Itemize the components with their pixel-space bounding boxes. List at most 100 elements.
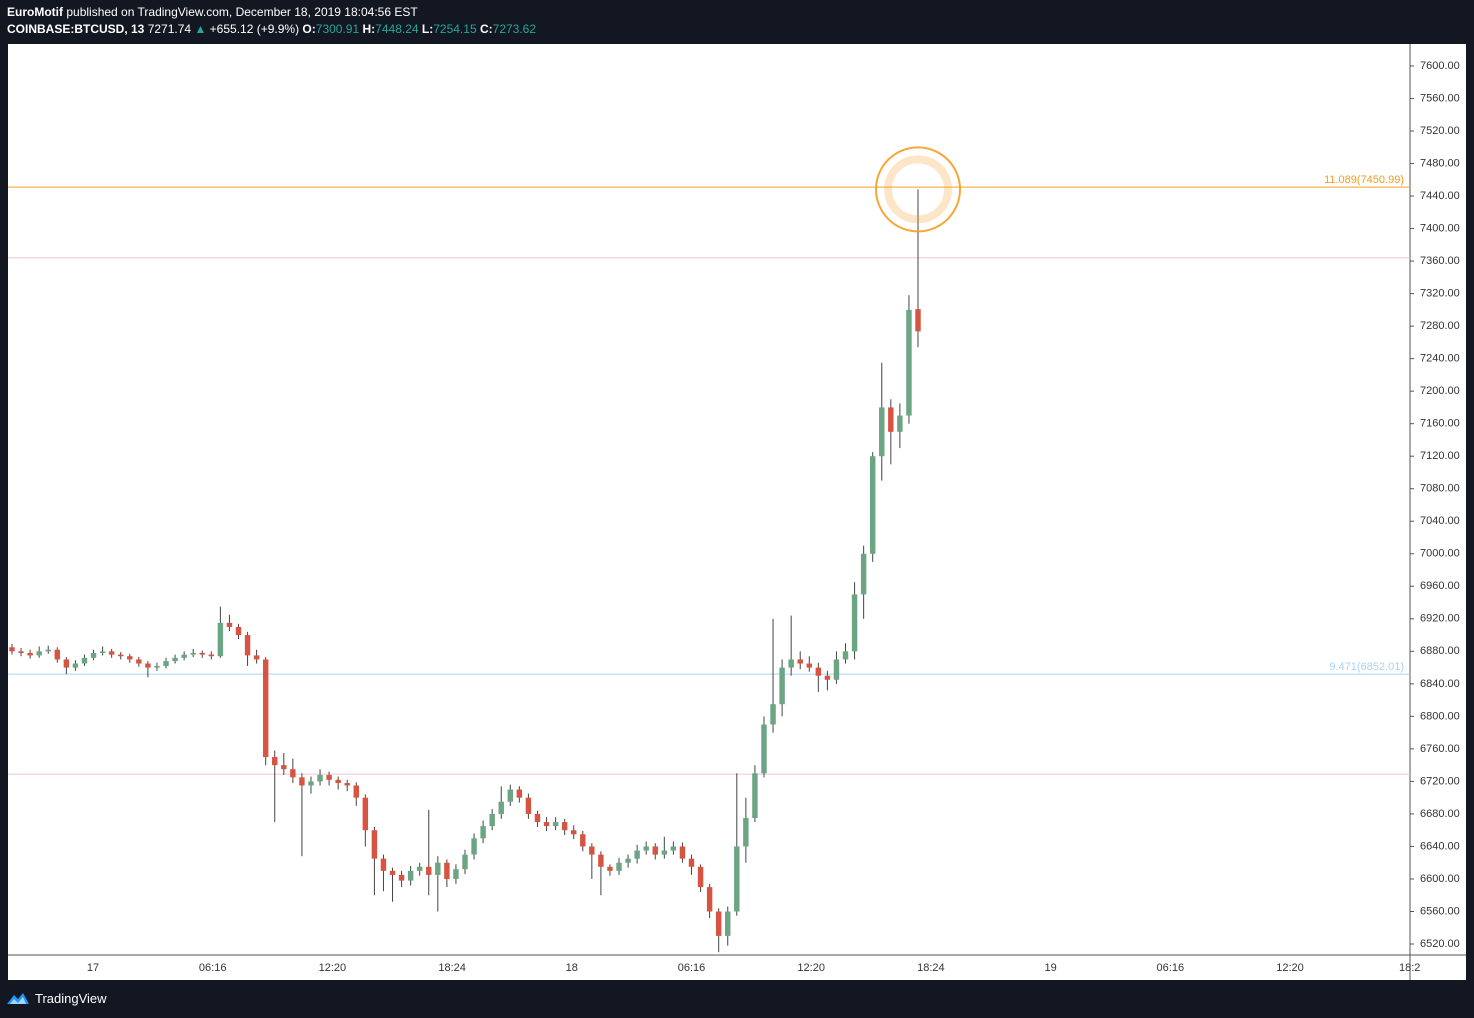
candle-body [262, 659, 269, 758]
candle-body [299, 777, 305, 786]
h-label: H: [362, 22, 376, 36]
price-axis [1410, 44, 1466, 955]
y-tick-label: 6680.00 [1420, 808, 1460, 820]
candle-body [625, 858, 631, 863]
y-tick-label: 7520.00 [1420, 125, 1460, 137]
candle-body [507, 789, 514, 802]
candle-body [36, 651, 42, 656]
x-tick-label: 18:2 [1399, 962, 1420, 974]
brand: TradingView [6, 990, 107, 1006]
candle-body [824, 675, 831, 680]
level-label: 9.471(6852.01) [1329, 661, 1404, 673]
candle-body [906, 309, 912, 416]
y-tick-label: 6760.00 [1420, 743, 1460, 755]
candle-body [308, 781, 314, 786]
candle-body [634, 850, 640, 859]
candle-body [589, 846, 595, 855]
candle-body [163, 661, 169, 666]
y-tick-label: 6920.00 [1420, 613, 1460, 625]
y-tick-label: 6880.00 [1420, 645, 1460, 657]
candle-body [208, 654, 215, 657]
candle-body [371, 830, 378, 859]
candle-body [897, 415, 903, 432]
candle-body [688, 858, 695, 867]
logo [7, 993, 29, 1004]
candle-body [869, 456, 876, 554]
y-tick-label: 7120.00 [1420, 450, 1460, 462]
candle-body [27, 652, 33, 656]
candle-body [734, 846, 740, 912]
candle-body [398, 874, 405, 881]
candle-body [489, 813, 495, 827]
y-tick-label: 7320.00 [1420, 288, 1460, 300]
x-tick-label: 06:16 [1157, 962, 1185, 974]
candle-body [407, 870, 414, 881]
c: 7273.62 [492, 22, 537, 36]
candle-body [389, 870, 396, 875]
candle-body [879, 407, 885, 457]
candle-body [326, 774, 332, 780]
candle-body [860, 553, 867, 595]
x-tick-label: 18:24 [917, 962, 945, 974]
candle-body [516, 789, 523, 798]
candle-body [145, 663, 151, 668]
candle-body [752, 773, 758, 819]
candle-body [788, 659, 794, 668]
candle-body [534, 813, 541, 823]
highlight-ring [875, 146, 961, 233]
candle-body [54, 649, 61, 660]
candle-body [108, 651, 115, 655]
l-label: L: [421, 22, 434, 36]
candle-body [45, 649, 51, 652]
symbol: COINBASE:BTCUSD, 13 [7, 22, 145, 36]
y-tick-label: 6520.00 [1420, 938, 1460, 950]
candle-body [244, 635, 251, 656]
plot-area [8, 44, 1410, 955]
time-axis [8, 955, 1466, 980]
candle-body [851, 594, 858, 652]
y-tick-label: 6560.00 [1420, 905, 1460, 917]
candle-body [118, 654, 124, 657]
candle-body [779, 667, 785, 705]
candle-body [770, 704, 776, 725]
candle-body [353, 785, 359, 798]
y-tick-label: 7600.00 [1420, 60, 1460, 72]
y-tick-label: 7080.00 [1420, 483, 1460, 495]
candle-body [480, 826, 486, 839]
candle-body [743, 818, 749, 847]
candle-body [571, 830, 577, 835]
published: published on TradingView.com, December 1… [66, 5, 418, 19]
candle-body [317, 774, 323, 782]
y-tick-label: 7160.00 [1420, 418, 1460, 430]
candle-body [9, 647, 15, 652]
candle-body [652, 846, 658, 855]
candle-body [561, 822, 568, 831]
candle-body [915, 309, 921, 332]
y-tick-label: 7560.00 [1420, 92, 1460, 104]
candle-body [706, 887, 713, 912]
candle-body [580, 834, 586, 847]
candle-body [661, 850, 668, 855]
y-tick-label: 7200.00 [1420, 385, 1460, 397]
candle-body [888, 407, 894, 432]
h: 7448.24 [375, 22, 419, 36]
candle-body [842, 651, 849, 660]
x-tick-label: 06:16 [678, 962, 706, 974]
candle-body [253, 655, 260, 660]
candle-body [90, 652, 97, 658]
candle-body [435, 862, 441, 875]
y-tick-label: 6600.00 [1420, 873, 1460, 885]
x-tick-label: 18 [566, 962, 578, 974]
candle-body [127, 656, 133, 660]
candle-body [806, 663, 812, 668]
y-tick-label: 6720.00 [1420, 775, 1460, 787]
o: 7300.91 [315, 22, 360, 36]
y-tick-label: 7480.00 [1420, 157, 1460, 169]
y-tick-label: 7000.00 [1420, 548, 1460, 560]
level-label: 11.089(7450.99) [1324, 174, 1404, 186]
c-label: C: [479, 22, 493, 36]
candle-body [598, 854, 604, 867]
y-tick-label: 7280.00 [1420, 320, 1460, 332]
candle-body [462, 854, 468, 870]
x-tick-label: 12:20 [797, 962, 825, 974]
